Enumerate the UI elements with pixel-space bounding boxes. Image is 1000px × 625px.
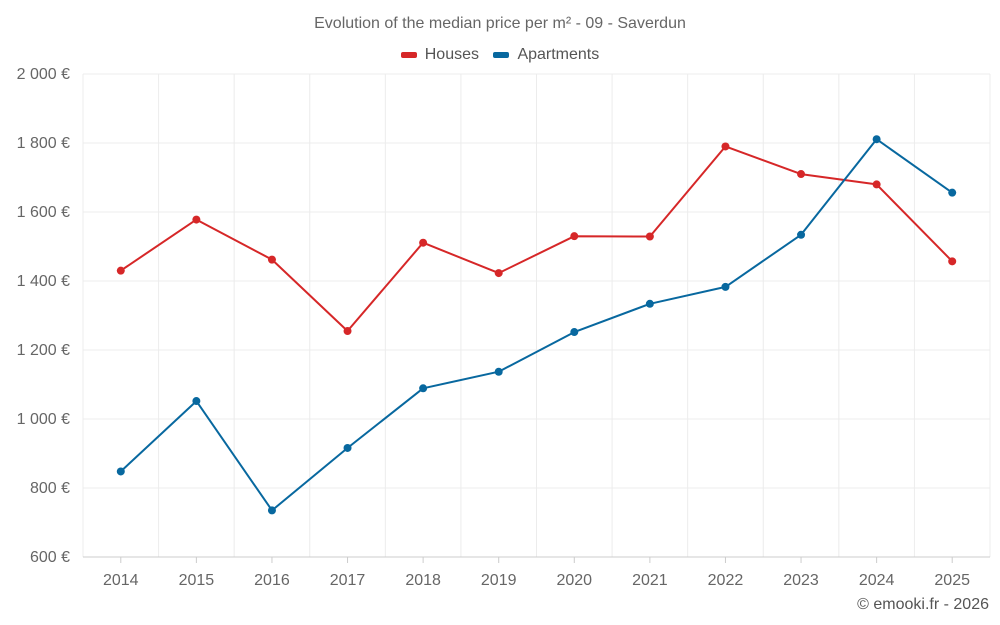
x-tick-label: 2024 bbox=[859, 572, 895, 589]
y-tick-label: 600 € bbox=[30, 549, 70, 566]
x-tick-label: 2015 bbox=[179, 572, 215, 589]
data-point-houses bbox=[645, 232, 654, 241]
legend-item-houses[interactable]: Houses bbox=[400, 46, 479, 64]
y-tick-label: 1 800 € bbox=[17, 135, 70, 152]
data-point-houses bbox=[192, 215, 201, 224]
data-point-houses bbox=[721, 142, 730, 151]
x-tick-label: 2020 bbox=[556, 572, 592, 589]
data-point-apartments bbox=[570, 328, 579, 337]
data-point-apartments bbox=[267, 506, 276, 515]
data-point-houses bbox=[948, 257, 957, 266]
chart-title: Evolution of the median price per m² - 0… bbox=[314, 15, 686, 32]
x-tick-label: 2017 bbox=[330, 572, 366, 589]
legend-label-apartments: Apartments bbox=[517, 46, 600, 63]
data-point-houses bbox=[872, 180, 881, 189]
x-tick-label: 2023 bbox=[783, 572, 819, 589]
x-tick-label: 2019 bbox=[481, 572, 517, 589]
x-tick-label: 2016 bbox=[254, 572, 290, 589]
data-point-apartments bbox=[116, 467, 125, 476]
data-point-apartments bbox=[645, 299, 654, 308]
legend-swatch-apartments bbox=[493, 52, 510, 58]
series-line-houses bbox=[119, 145, 954, 332]
data-point-apartments bbox=[948, 188, 957, 197]
legend-item-apartments[interactable]: Apartments bbox=[493, 46, 599, 64]
y-tick-label: 2 000 € bbox=[17, 66, 70, 83]
data-point-apartments bbox=[419, 384, 428, 393]
legend-swatch-houses bbox=[400, 52, 417, 58]
data-point-houses bbox=[267, 255, 276, 264]
y-tick-label: 1 400 € bbox=[17, 273, 70, 290]
data-point-apartments bbox=[494, 367, 503, 376]
x-tick-label: 2022 bbox=[708, 572, 744, 589]
data-point-houses bbox=[419, 238, 428, 247]
data-point-apartments bbox=[872, 135, 881, 144]
data-point-houses bbox=[343, 327, 352, 336]
y-tick-label: 1 000 € bbox=[17, 411, 70, 428]
x-tick-label: 2021 bbox=[632, 572, 668, 589]
copyright-credit: © emooki.fr - 2026 bbox=[857, 596, 989, 613]
data-point-houses bbox=[797, 170, 806, 179]
x-tick-label: 2014 bbox=[103, 572, 139, 589]
y-tick-label: 1 200 € bbox=[17, 342, 70, 359]
data-point-apartments bbox=[343, 443, 352, 452]
y-tick-label: 800 € bbox=[30, 480, 70, 497]
legend-label-houses: Houses bbox=[424, 46, 479, 63]
data-point-apartments bbox=[192, 397, 201, 406]
data-point-apartments bbox=[721, 282, 730, 291]
data-point-houses bbox=[116, 266, 125, 275]
data-point-houses bbox=[494, 269, 503, 278]
x-tick-label: 2018 bbox=[405, 572, 441, 589]
chart-legend: Houses Apartments bbox=[0, 45, 1000, 64]
data-point-apartments bbox=[797, 230, 806, 239]
series-line-apartments bbox=[119, 138, 954, 512]
data-point-houses bbox=[570, 232, 579, 241]
x-tick-label: 2025 bbox=[934, 572, 970, 589]
y-tick-label: 1 600 € bbox=[17, 204, 70, 221]
